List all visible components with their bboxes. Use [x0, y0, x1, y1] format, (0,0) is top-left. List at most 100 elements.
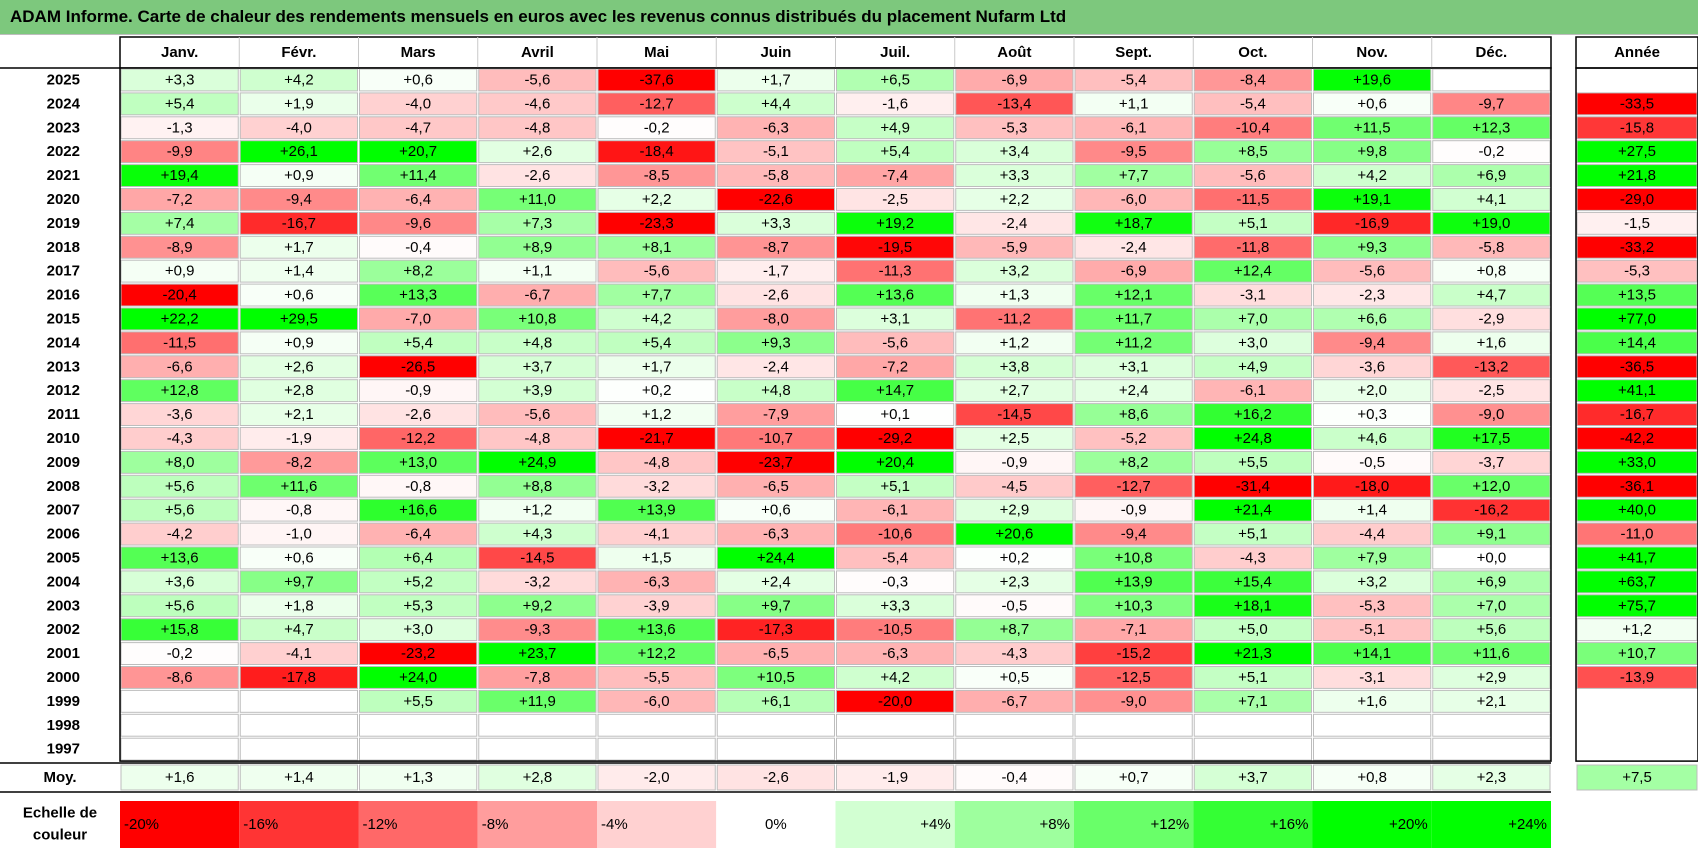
cell-value: +0,9 — [284, 167, 314, 184]
heatmap-cell — [120, 713, 239, 737]
cell-value: -0,5 — [1001, 597, 1027, 614]
cell-value: +18,7 — [1115, 215, 1153, 232]
average-label: Moy. — [43, 769, 76, 786]
heatmap-cell — [1432, 522, 1551, 546]
annual-cell — [1576, 283, 1698, 307]
cell-value: -13,4 — [997, 95, 1031, 112]
cell-value: +4,3 — [523, 526, 553, 543]
heatmap-cell — [478, 498, 597, 522]
heatmap-cell — [1074, 116, 1193, 140]
cell-value: +8,7 — [1000, 621, 1030, 638]
annual-cell — [1577, 690, 1697, 713]
average-value: -2,0 — [644, 769, 670, 786]
cell-value: -2,6 — [763, 287, 789, 304]
cell-value: -5,4 — [882, 549, 908, 566]
annual-cell — [1576, 116, 1698, 140]
heatmap-cell — [239, 188, 358, 211]
cell-value: +19,6 — [1353, 71, 1391, 88]
heatmap-cell — [1074, 737, 1193, 761]
heatmap-cell — [1313, 689, 1432, 713]
heatmap-cell — [955, 642, 1074, 665]
cell-value: +0,9 — [284, 334, 314, 351]
heatmap-cell — [1193, 355, 1312, 379]
annual-cell — [1576, 642, 1698, 665]
heatmap-cell — [478, 737, 597, 761]
cell-value: -0,2 — [1478, 143, 1504, 160]
heatmap-cell — [478, 140, 597, 164]
cell-value: +1,9 — [284, 95, 314, 112]
heatmap-cell — [597, 546, 716, 570]
color-scale-label: 0% — [765, 816, 787, 833]
cell-value: -6,3 — [882, 645, 908, 662]
cell-value: -0,8 — [405, 478, 431, 495]
annual-cell — [1576, 140, 1698, 164]
heatmap-cell — [1074, 164, 1193, 188]
cell-value: +8,5 — [1238, 143, 1268, 160]
cell-value: +9,3 — [1357, 239, 1387, 256]
heatmap-cell — [239, 140, 358, 164]
heatmap-cell — [239, 331, 358, 355]
average-cell — [836, 764, 955, 791]
cell-value: +1,4 — [1357, 502, 1387, 519]
cell-value: +0,3 — [1357, 406, 1387, 423]
heatmap-cell — [955, 211, 1074, 235]
heatmap-cell — [716, 211, 835, 235]
cell-value: -6,7 — [1001, 693, 1027, 710]
heatmap-cell — [597, 259, 716, 283]
annual-cell — [1577, 714, 1697, 737]
heatmap-cell — [478, 642, 597, 665]
cell-value: -6,7 — [524, 287, 550, 304]
annual-cell — [1576, 474, 1698, 498]
heatmap-cell — [1193, 92, 1312, 116]
heatmap-cell — [359, 689, 478, 713]
cell-value: +3,1 — [1119, 358, 1149, 375]
annual-cell — [1576, 211, 1698, 235]
heatmap-cell — [716, 379, 835, 403]
cell-value: +5,2 — [403, 573, 433, 590]
heatmap-cell — [716, 450, 835, 474]
heatmap-cell — [239, 546, 358, 570]
heatmap-cell — [359, 188, 478, 211]
cell-value: -10,5 — [878, 621, 912, 638]
heatmap-cell — [478, 164, 597, 188]
annual-cell — [1576, 164, 1698, 188]
heatmap-cell — [1313, 283, 1432, 307]
cell-value: -2,4 — [763, 358, 789, 375]
heatmap-cell — [1074, 211, 1193, 235]
heatmap-cell — [120, 379, 239, 403]
heatmap-cell — [1074, 666, 1193, 689]
heatmap-cell — [1432, 570, 1551, 594]
cell-value: +3,1 — [880, 310, 910, 327]
heatmap-cell — [1432, 92, 1551, 116]
cell-value: -3,2 — [524, 573, 550, 590]
heatmap-cell — [239, 594, 358, 618]
color-scale-swatch — [954, 801, 1074, 848]
heatmap-cell — [836, 713, 955, 737]
cell-value: -8,6 — [167, 669, 193, 686]
year-label-2022: 2022 — [47, 143, 80, 160]
heatmap-cell — [597, 713, 716, 737]
heatmap-cell — [1313, 666, 1432, 689]
heatmap-cell — [836, 259, 955, 283]
heatmap-cell — [239, 427, 358, 450]
year-label-2003: 2003 — [47, 597, 80, 614]
heatmap-cell — [597, 570, 716, 594]
cell-value: -5,8 — [1478, 239, 1504, 256]
heatmap-cell — [716, 642, 835, 665]
heatmap-cell — [597, 116, 716, 140]
heatmap-cell — [1313, 450, 1432, 474]
heatmap-cell — [239, 450, 358, 474]
heatmap-cell — [359, 737, 478, 761]
month-header-0: Janv. — [161, 44, 198, 61]
cell-value: +2,0 — [1357, 382, 1387, 399]
cell-value: -0,8 — [286, 502, 312, 519]
year-label-2014: 2014 — [47, 334, 81, 351]
cell-value: +24,8 — [1234, 430, 1272, 447]
heatmap-cell — [1193, 379, 1312, 403]
cell-value: +15,4 — [1234, 573, 1272, 590]
cell-value: -19,5 — [878, 239, 912, 256]
heatmap-cell — [120, 594, 239, 618]
cell-value: +8,1 — [642, 239, 672, 256]
heatmap-cell — [955, 235, 1074, 259]
cell-value: -9,6 — [405, 215, 431, 232]
